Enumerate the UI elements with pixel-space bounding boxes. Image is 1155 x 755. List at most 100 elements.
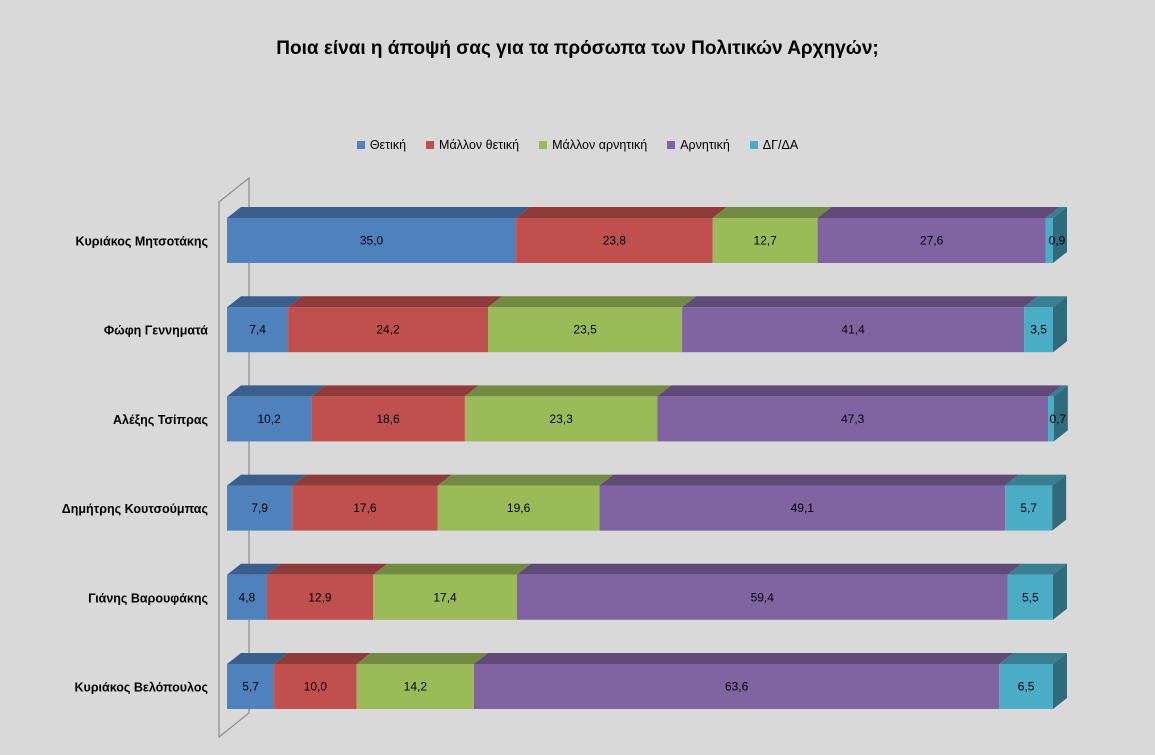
bar-side-face xyxy=(1053,563,1067,620)
bar-top-face xyxy=(682,296,1039,308)
bar-front-face xyxy=(1024,307,1053,353)
bar-segment: 17,4 xyxy=(373,563,531,620)
bar-front-face xyxy=(266,574,374,620)
bar-segment: 5,7 xyxy=(227,653,289,709)
bar-front-face xyxy=(373,574,517,620)
bar-top-face xyxy=(516,207,727,218)
bar-front-face xyxy=(516,574,1008,620)
bar-segment: 12,7 xyxy=(712,207,832,263)
bar-top-face xyxy=(227,296,303,308)
bar-front-face xyxy=(599,485,1006,531)
bar-top-face xyxy=(464,385,672,397)
bar-segment: 0,9 xyxy=(1045,207,1067,263)
bar-front-face xyxy=(227,664,275,709)
data-label: 5,7 xyxy=(242,680,259,694)
bar-front-face xyxy=(437,485,600,531)
bar-side-face xyxy=(1053,385,1068,442)
legend-item-2: Μάλλον θετική xyxy=(426,138,519,152)
bar-front-face xyxy=(1045,218,1053,263)
category-label: Φώφη Γεννηματά xyxy=(104,324,208,338)
legend-item-4: Αρνητική xyxy=(667,138,730,152)
bar-front-face xyxy=(288,307,489,353)
legend-label: ΔΓ/ΔΑ xyxy=(762,138,799,152)
bar-top-face xyxy=(437,474,614,486)
data-label: 0,9 xyxy=(1049,234,1066,248)
bar-segment: 7,9 xyxy=(227,474,307,531)
category-label: Γιάνης Βαρουφάκης xyxy=(88,591,208,605)
data-label: 49,1 xyxy=(791,501,815,515)
bar-top-face xyxy=(227,653,289,664)
data-label: 24,2 xyxy=(376,323,400,337)
bar-row: Κυριάκος Βελόπουλος 5,7 10,0 14,2 63,6 6,5 xyxy=(75,653,1067,709)
bar-segment: 14,2 xyxy=(356,653,488,709)
data-label: 19,6 xyxy=(507,501,531,515)
bar-front-face xyxy=(227,218,517,263)
legend-swatch xyxy=(539,141,548,149)
bar-front-face xyxy=(227,574,267,620)
bar-row: Κυριάκος Μητσοτάκης 35,0 23,8 12,7 27,6 0,9 xyxy=(76,207,1067,263)
bar-top-face xyxy=(657,385,1063,397)
category-label: Κυριάκος Μητσοτάκης xyxy=(76,235,209,249)
bar-row: Δημήτρης Κουτσούμπας 7,9 17,6 19,6 49,1 5,7 xyxy=(62,474,1067,531)
bar-segment: 41,4 xyxy=(682,296,1039,353)
bar-top-face xyxy=(488,296,697,308)
data-label: 17,6 xyxy=(353,501,377,515)
bar-side-face xyxy=(1052,474,1067,531)
bar-front-face xyxy=(817,218,1046,263)
bar-top-face xyxy=(999,653,1067,664)
legend-item-3: Μάλλον αρνητική xyxy=(539,138,647,152)
category-label: Κυριάκος Βελόπουλος xyxy=(75,681,208,695)
legend-item-5: ΔΓ/ΔΑ xyxy=(749,138,799,152)
bar-front-face xyxy=(488,307,683,353)
bar-front-face xyxy=(311,396,465,442)
bar-segment: 18,6 xyxy=(311,385,479,442)
legend: Θετική Μάλλον θετική Μάλλον αρνητική Αρνητι… xyxy=(0,138,1155,152)
bar-segment: 5,7 xyxy=(1005,474,1067,531)
data-label: 3,5 xyxy=(1030,323,1047,337)
bar-front-face xyxy=(356,664,474,709)
data-label: 12,9 xyxy=(308,590,332,604)
bar-front-face xyxy=(657,396,1049,442)
bar-front-face xyxy=(712,218,818,263)
bar-top-face xyxy=(266,563,388,575)
legend-label: Μάλλον θετική xyxy=(439,138,520,152)
bar-top-face xyxy=(373,563,531,575)
bar-segment: 17,6 xyxy=(292,474,452,531)
bar-top-face xyxy=(311,385,479,397)
data-label: 47,3 xyxy=(841,412,865,426)
bar-row: Αλέξης Τσίπρας 10,2 18,6 23,3 47,3 0,7 xyxy=(113,385,1068,442)
bar-segment: 19,6 xyxy=(437,474,614,531)
data-label: 63,6 xyxy=(725,680,749,694)
bar-segment: 3,5 xyxy=(1024,296,1067,353)
bar-top-face xyxy=(473,653,1014,664)
bar-row: Γιάνης Βαρουφάκης 4,8 12,9 17,4 59,4 5,5 xyxy=(88,563,1067,620)
bar-segment: 12,9 xyxy=(266,563,388,620)
data-label: 5,7 xyxy=(1020,501,1037,515)
bar-top-face xyxy=(227,563,281,575)
bar-segment: 10,0 xyxy=(274,653,371,709)
bar-top-face xyxy=(227,207,531,218)
bar-segment: 63,6 xyxy=(473,653,1014,709)
data-label: 23,3 xyxy=(549,412,573,426)
bar-front-face xyxy=(516,218,713,263)
legend-item-1: Θετική xyxy=(356,138,406,152)
data-label: 14,2 xyxy=(404,680,428,694)
data-label: 59,4 xyxy=(751,590,775,604)
data-label: 0,7 xyxy=(1049,412,1066,426)
bar-segment: 24,2 xyxy=(288,296,503,353)
bar-top-face xyxy=(356,653,488,664)
data-label: 18,6 xyxy=(376,412,400,426)
bar-front-face xyxy=(227,485,293,531)
data-label: 6,5 xyxy=(1018,680,1035,694)
category-label: Δημήτρης Κουτσούμπας xyxy=(62,502,208,516)
bar-segment: 0,7 xyxy=(1048,385,1068,442)
data-label: 35,0 xyxy=(360,234,384,248)
bar-top-face xyxy=(516,563,1022,575)
data-label: 41,4 xyxy=(841,323,865,337)
data-label: 10,2 xyxy=(257,412,281,426)
bar-segment: 59,4 xyxy=(516,563,1022,620)
bar-front-face xyxy=(274,664,357,709)
bar-top-face xyxy=(288,296,503,308)
bar-top-face xyxy=(274,653,371,664)
